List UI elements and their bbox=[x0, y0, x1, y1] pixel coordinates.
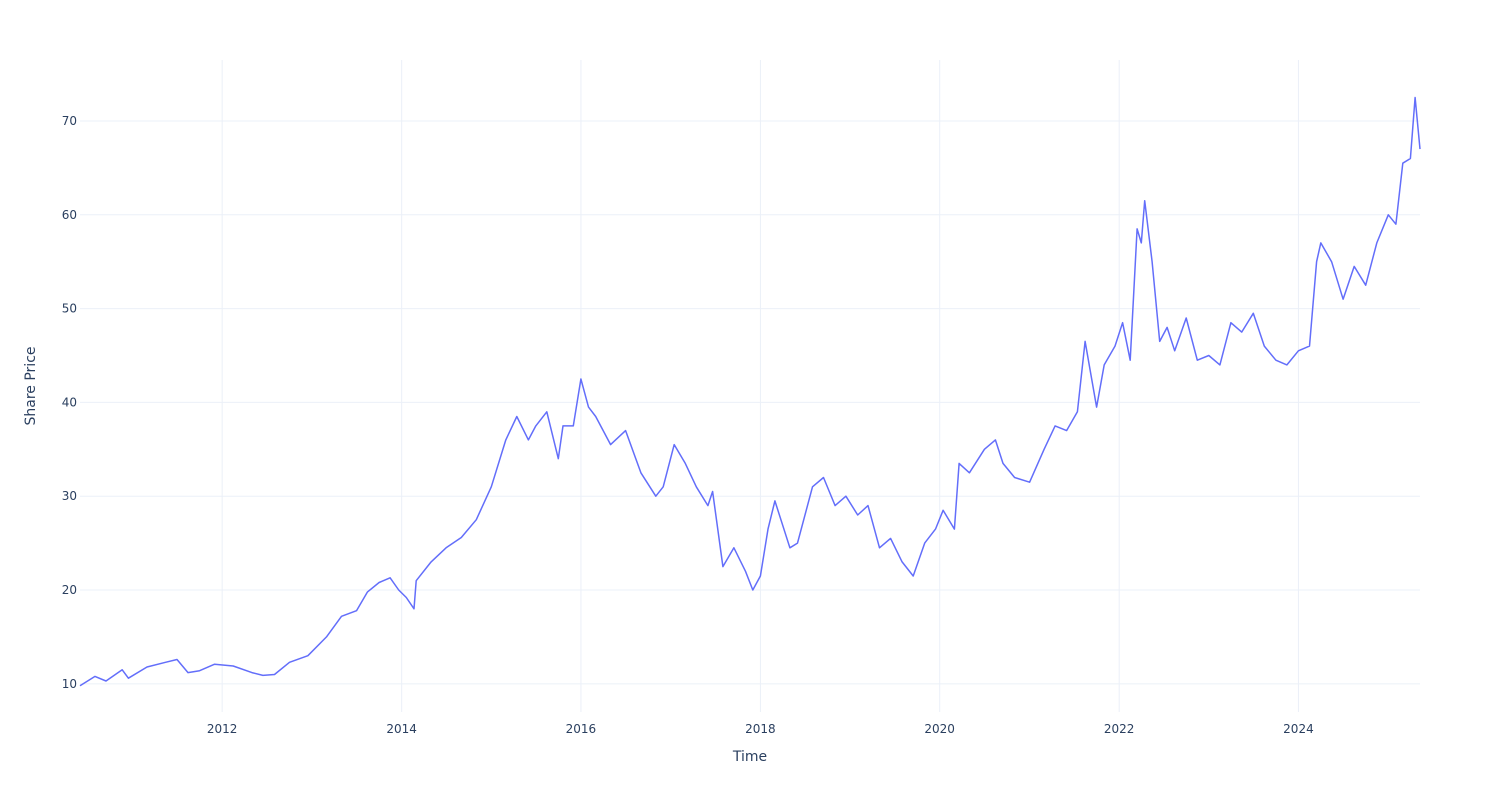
y-tick-label: 40 bbox=[62, 395, 77, 409]
y-tick-label: 10 bbox=[62, 677, 77, 691]
x-tick-label: 2024 bbox=[1283, 722, 1314, 736]
x-tick-label: 2012 bbox=[207, 722, 238, 736]
x-tick-label: 2022 bbox=[1104, 722, 1135, 736]
share-price-line bbox=[79, 96, 1421, 687]
y-tick-label: 60 bbox=[62, 208, 77, 222]
y-tick-label: 30 bbox=[62, 489, 77, 503]
y-axis-ticks: 10 20 30 40 50 60 70 bbox=[62, 114, 77, 691]
x-tick-label: 2020 bbox=[924, 722, 955, 736]
x-tick-label: 2016 bbox=[566, 722, 597, 736]
x-tick-label: 2018 bbox=[745, 722, 776, 736]
y-tick-label: 20 bbox=[62, 583, 77, 597]
x-axis-title: Time bbox=[732, 749, 767, 765]
x-tick-label: 2014 bbox=[386, 722, 417, 736]
y-axis-title: Share Price bbox=[23, 346, 39, 425]
grid-lines bbox=[80, 60, 1420, 712]
x-axis-ticks: 2012 2014 2016 2018 2020 2022 2024 bbox=[207, 722, 1314, 736]
y-tick-label: 70 bbox=[62, 114, 77, 128]
y-tick-label: 50 bbox=[62, 302, 77, 316]
series-layer bbox=[79, 96, 1421, 687]
